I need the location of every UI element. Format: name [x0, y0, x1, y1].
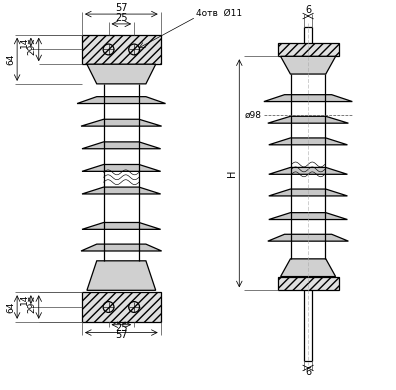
Polygon shape	[269, 138, 347, 145]
Bar	[82, 35, 161, 64]
Polygon shape	[268, 116, 348, 123]
Polygon shape	[268, 234, 348, 241]
Text: 6: 6	[305, 367, 311, 377]
Text: 29: 29	[28, 301, 37, 313]
Text: 14: 14	[20, 36, 29, 48]
Text: 64: 64	[6, 301, 15, 313]
Text: 4отв  Ø11: 4отв Ø11	[196, 9, 242, 18]
Polygon shape	[81, 119, 162, 126]
Text: 14: 14	[20, 294, 29, 305]
Polygon shape	[87, 64, 156, 84]
Text: 57: 57	[115, 330, 128, 340]
Polygon shape	[269, 213, 347, 220]
Text: 25: 25	[115, 13, 128, 23]
Bar	[278, 43, 339, 56]
Text: 25: 25	[115, 323, 128, 333]
Polygon shape	[269, 167, 347, 174]
Text: ø98: ø98	[245, 111, 262, 120]
Text: 29: 29	[28, 44, 37, 55]
Text: 57: 57	[115, 3, 128, 13]
Polygon shape	[87, 261, 156, 290]
Polygon shape	[269, 189, 347, 196]
Polygon shape	[82, 222, 161, 229]
Text: H: H	[227, 170, 237, 177]
Text: 64: 64	[6, 53, 15, 65]
Polygon shape	[281, 56, 336, 74]
Bar	[278, 277, 339, 290]
Bar	[82, 292, 161, 322]
Polygon shape	[82, 142, 161, 149]
Polygon shape	[81, 244, 162, 251]
Polygon shape	[281, 259, 336, 277]
Text: 6: 6	[305, 5, 311, 15]
Polygon shape	[82, 187, 161, 194]
Polygon shape	[264, 95, 352, 101]
Polygon shape	[82, 165, 161, 171]
Polygon shape	[77, 97, 166, 103]
